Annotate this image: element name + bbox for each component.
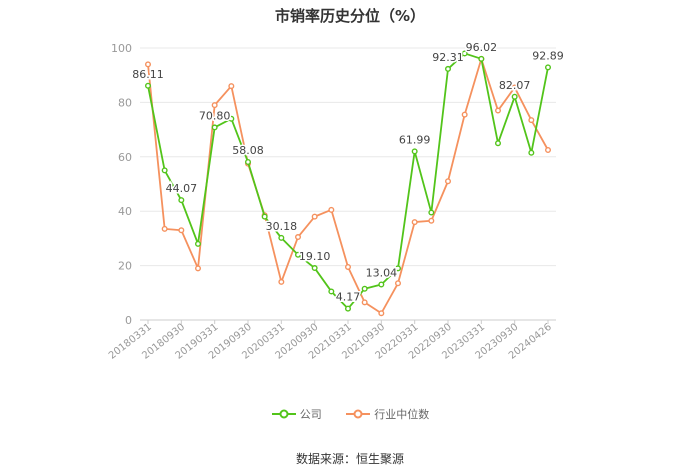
data-source: 数据来源：恒生聚源 [295, 452, 404, 466]
y-tick-label: 20 [118, 260, 132, 273]
data-point-company[interactable] [428, 209, 435, 216]
line-chart: 0 20 40 60 80 100 201803312018093020190331201… [107, 39, 566, 362]
data-point-company[interactable] [228, 115, 235, 122]
data-label: 92.89 [532, 49, 564, 62]
data-point-industry[interactable] [361, 299, 368, 306]
legend-industry-label: 行业中位数 [374, 408, 430, 421]
data-point-industry[interactable] [194, 265, 201, 272]
data-label: 92.31 [432, 51, 464, 64]
data-point-industry[interactable] [495, 107, 502, 114]
data-label: 82.07 [499, 79, 531, 92]
data-point-company[interactable] [211, 124, 218, 131]
data-point-industry[interactable] [328, 206, 335, 213]
data-label: 58.08 [232, 144, 264, 157]
data-point-industry[interactable] [545, 146, 552, 153]
y-tick-label: 80 [118, 96, 132, 109]
data-point-company[interactable] [378, 281, 385, 288]
data-point-industry[interactable] [395, 280, 402, 287]
grid-lines [140, 47, 556, 321]
data-point-industry[interactable] [178, 227, 185, 234]
data-point-company[interactable] [278, 234, 285, 241]
legend-item-company[interactable]: 公司 [271, 406, 322, 422]
legend-company-marker [271, 409, 296, 419]
data-label: 61.99 [399, 133, 431, 146]
data-point-company[interactable] [244, 159, 251, 166]
data-label: 4.17 [336, 291, 361, 304]
data-point-industry[interactable] [345, 263, 352, 270]
legend-item-industry[interactable]: 行业中位数 [345, 406, 429, 422]
data-point-industry[interactable] [228, 83, 235, 90]
data-point-company[interactable] [311, 265, 318, 272]
data-point-company[interactable] [261, 213, 268, 220]
data-point-company[interactable] [178, 197, 185, 204]
data-point-industry[interactable] [161, 225, 168, 232]
data-point-industry[interactable] [511, 84, 518, 91]
x-axis: 2018033120180930201903312019093020200331… [107, 320, 554, 362]
data-labels: 86.11 44.07 70.80 58.08 30.18 19.10 4.17 13.04 6… [131, 39, 566, 305]
y-tick-label: 100 [111, 42, 132, 55]
data-point-company[interactable] [445, 65, 452, 72]
chart-title: 市销率历史分位（%） [274, 7, 426, 25]
data-label: 44.07 [166, 182, 198, 195]
data-point-company[interactable] [528, 149, 535, 156]
data-point-company[interactable] [361, 285, 368, 292]
data-point-industry[interactable] [461, 111, 468, 118]
data-point-industry[interactable] [311, 213, 318, 220]
data-point-industry[interactable] [211, 102, 218, 109]
data-point-industry[interactable] [528, 117, 535, 124]
series-layer [144, 50, 552, 317]
data-point-industry[interactable] [445, 178, 452, 185]
data-point-company[interactable] [295, 251, 302, 258]
data-point-company[interactable] [478, 55, 485, 62]
data-point-company[interactable] [545, 64, 552, 71]
y-tick-label: 60 [118, 151, 132, 164]
data-point-industry[interactable] [295, 234, 302, 241]
data-point-company[interactable] [411, 148, 418, 155]
data-label: 13.04 [366, 267, 398, 280]
legend-industry-marker [346, 409, 371, 419]
data-label: 70.80 [199, 109, 231, 122]
data-point-industry[interactable] [411, 219, 418, 226]
data-point-company[interactable] [345, 305, 352, 312]
y-axis: 0 20 40 60 80 100 [111, 42, 132, 327]
data-point-industry[interactable] [428, 217, 435, 224]
data-point-company[interactable] [395, 265, 402, 272]
data-point-company[interactable] [194, 240, 201, 247]
data-point-company[interactable] [144, 82, 151, 89]
data-point-industry[interactable] [378, 310, 385, 317]
data-label: 19.10 [299, 250, 331, 263]
data-label: 96.02 [466, 41, 498, 54]
data-point-company[interactable] [161, 167, 168, 174]
y-tick-label: 0 [125, 314, 132, 327]
legend: 公司 行业中位数 [0, 406, 700, 422]
y-tick-label: 40 [118, 205, 132, 218]
series-line-company [147, 52, 549, 310]
legend-company-label: 公司 [299, 408, 322, 421]
data-label: 30.18 [266, 220, 298, 233]
data-point-company[interactable] [328, 288, 335, 295]
data-point-company[interactable] [495, 140, 502, 147]
data-point-company[interactable] [511, 93, 518, 100]
data-point-company[interactable] [461, 50, 468, 57]
data-point-industry[interactable] [144, 61, 151, 68]
data-label: 86.11 [132, 68, 164, 81]
data-point-industry[interactable] [278, 278, 285, 285]
